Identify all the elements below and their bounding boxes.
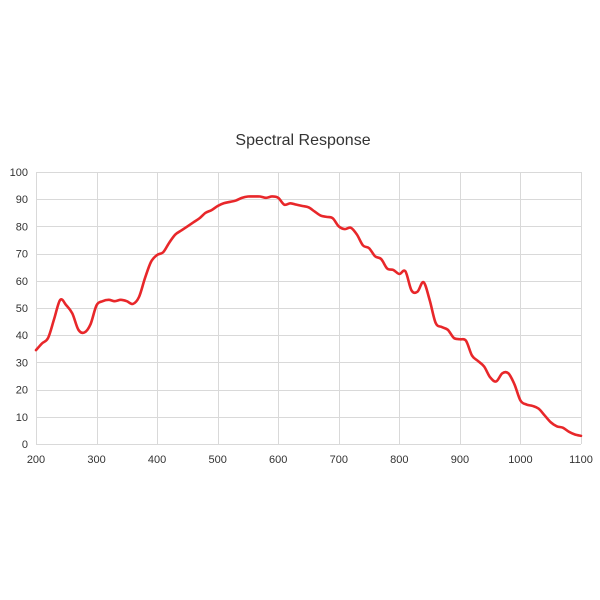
y-tick-label: 100 bbox=[10, 167, 28, 179]
x-tick-label: 1000 bbox=[508, 454, 532, 466]
x-tick-label: 300 bbox=[87, 454, 105, 466]
y-tick-label: 60 bbox=[16, 276, 28, 288]
y-tick-label: 50 bbox=[16, 303, 28, 315]
x-tick-label: 1100 bbox=[569, 454, 593, 466]
x-tick-labels: 200 300 400 500 600 700 800 900 1000 1100 bbox=[27, 454, 593, 466]
y-tick-labels: 0 10 20 30 40 50 60 70 80 90 100 bbox=[10, 167, 28, 451]
y-tick-label: 40 bbox=[16, 330, 28, 342]
y-tick-label: 20 bbox=[16, 385, 28, 397]
y-tick-label: 80 bbox=[16, 221, 28, 233]
x-tick-label: 800 bbox=[390, 454, 408, 466]
x-tick-label: 500 bbox=[208, 454, 226, 466]
x-tick-label: 700 bbox=[330, 454, 348, 466]
y-tick-label: 90 bbox=[16, 194, 28, 206]
y-tick-label: 70 bbox=[16, 249, 28, 261]
series-layer bbox=[34, 195, 583, 438]
x-tick-label: 600 bbox=[269, 454, 287, 466]
x-tick-label: 400 bbox=[148, 454, 166, 466]
y-tick-label: 10 bbox=[16, 412, 28, 424]
chart-title: Spectral Response bbox=[235, 132, 371, 149]
y-tick-label: 0 bbox=[22, 439, 28, 451]
x-tick-label: 200 bbox=[27, 454, 45, 466]
gridlines bbox=[36, 172, 582, 445]
spectral-response-line bbox=[34, 195, 583, 438]
x-tick-label: 900 bbox=[451, 454, 469, 466]
y-tick-label: 30 bbox=[16, 357, 28, 369]
